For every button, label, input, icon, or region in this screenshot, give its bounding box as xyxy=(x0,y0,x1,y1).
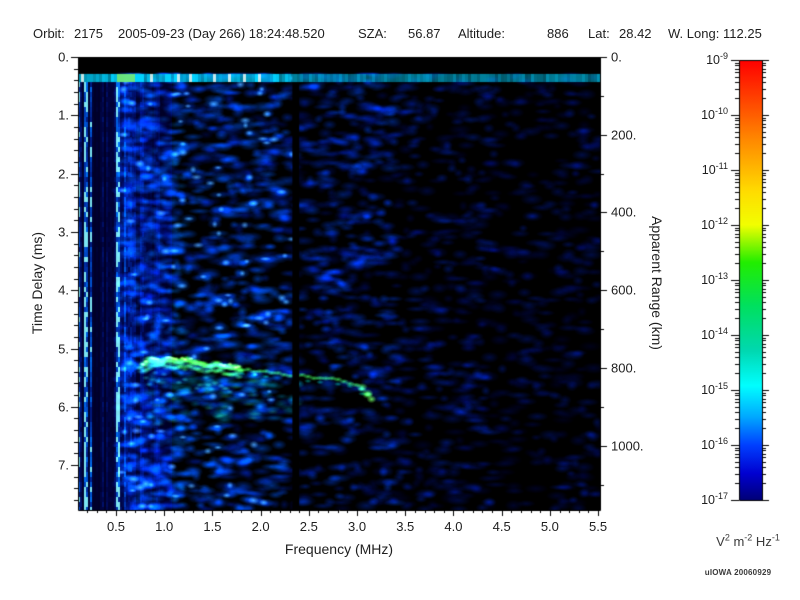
x-tick-label: 3.5 xyxy=(396,519,415,534)
y-axis-title: Time Delay (ms) xyxy=(29,231,45,335)
x-tick-label: 0.5 xyxy=(106,519,126,534)
colorbar-tick-label: 10-9 xyxy=(706,50,728,67)
colorbar-tick-label: 10-10 xyxy=(701,105,728,122)
colorbar-tick-label: 10-16 xyxy=(701,435,728,452)
y2-axis-title: Apparent Range (km) xyxy=(649,216,665,350)
colorbar-tick-label: 10-17 xyxy=(701,490,728,507)
y-tick-label: 7. xyxy=(58,457,69,473)
colorbar-tick-label: 10-13 xyxy=(701,270,728,287)
y2-tick-label: 800. xyxy=(611,360,637,376)
x-tick-label: 4.0 xyxy=(444,519,463,534)
x-tick-label: 1.0 xyxy=(155,519,174,534)
y2-tick-label: 200. xyxy=(611,127,637,143)
y-tick-label: 0. xyxy=(58,49,69,65)
x-tick-label: 2.5 xyxy=(299,519,318,534)
y2-tick-label: 400. xyxy=(611,204,637,220)
x-tick-label: 5.0 xyxy=(540,519,559,534)
x-tick-label: 3.0 xyxy=(347,519,367,534)
credit-text: uIOWA 20060929 xyxy=(704,568,772,577)
x-tick-label: 2.0 xyxy=(251,519,270,534)
x-tick-label: 4.5 xyxy=(492,519,511,534)
y-tick-label: 3. xyxy=(58,224,69,240)
y2-tick-label: 1000. xyxy=(611,438,644,454)
y2-tick-label: 600. xyxy=(611,282,637,298)
x-tick-label: 5.5 xyxy=(589,519,608,534)
y-tick-label: 4. xyxy=(58,282,69,298)
colorbar-tick-label: 10-14 xyxy=(701,325,728,342)
x-axis-title: Frequency (MHz) xyxy=(284,541,394,557)
colorbar-tick-label: 10-12 xyxy=(701,215,728,232)
colorbar-tick-label: 10-11 xyxy=(701,160,728,177)
y-tick-label: 1. xyxy=(58,107,69,123)
colorbar-tick-label: 10-15 xyxy=(701,380,728,397)
y-tick-label: 6. xyxy=(58,399,69,415)
y2-tick-label: 0. xyxy=(611,49,622,65)
y-tick-label: 2. xyxy=(58,166,69,182)
colorbar-units-label: V2 m-2 Hz-1 xyxy=(716,532,780,549)
y-tick-label: 5. xyxy=(58,341,69,356)
x-tick-label: 1.5 xyxy=(203,519,222,534)
